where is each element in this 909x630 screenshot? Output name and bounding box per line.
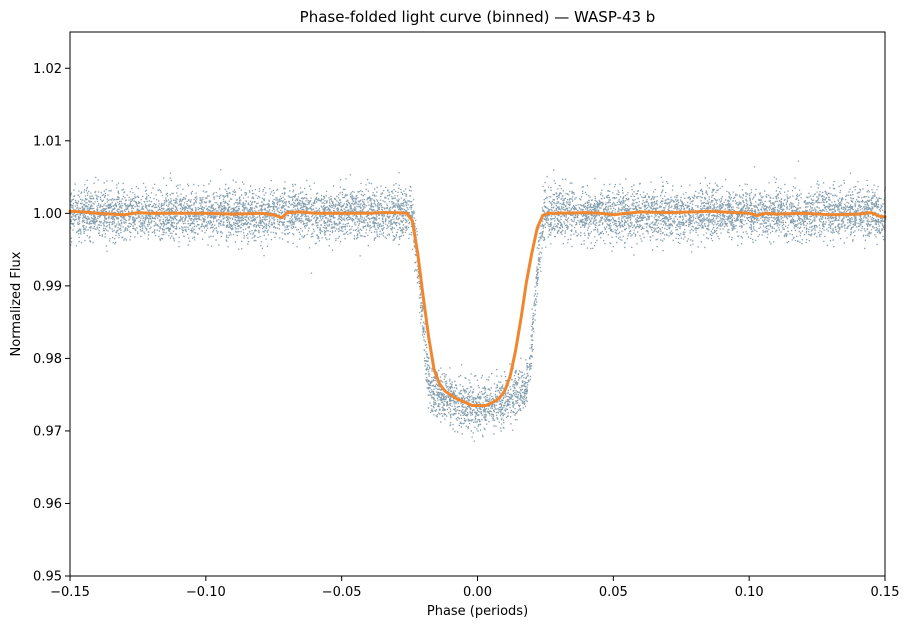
scatter-points bbox=[70, 160, 887, 442]
x-tick-label: −0.15 bbox=[50, 585, 90, 600]
y-tick-label: 0.96 bbox=[33, 497, 62, 512]
y-tick-label: 0.99 bbox=[33, 279, 62, 294]
y-axis-label: Normalized Flux bbox=[9, 251, 24, 356]
x-axis-label: Phase (periods) bbox=[427, 604, 528, 619]
x-tick-label: 0.15 bbox=[871, 585, 900, 600]
y-tick-label: 0.98 bbox=[33, 352, 62, 367]
y-tick-label: 1.01 bbox=[33, 134, 62, 149]
x-tick-label: −0.05 bbox=[322, 585, 362, 600]
y-tick-label: 1.02 bbox=[33, 62, 62, 77]
x-tick-label: 0.10 bbox=[735, 585, 764, 600]
scatter-point-cloud bbox=[70, 160, 887, 442]
x-tick-label: −0.10 bbox=[186, 585, 226, 600]
x-axis-ticks: −0.15 −0.10 −0.05 0.00 0.05 0.10 0.15 bbox=[50, 576, 899, 600]
x-tick-label: 0.00 bbox=[463, 585, 492, 600]
y-tick-label: 1.00 bbox=[33, 207, 62, 222]
plot-area bbox=[68, 160, 887, 442]
y-axis-ticks: 0.95 0.96 0.97 0.98 0.99 1.00 1.01 1.02 bbox=[33, 62, 70, 585]
y-tick-label: 0.97 bbox=[33, 424, 62, 439]
binned-series-line bbox=[68, 209, 887, 407]
chart-title: Phase-folded light curve (binned) — WASP… bbox=[300, 8, 656, 26]
x-tick-label: 0.05 bbox=[599, 585, 628, 600]
y-tick-label: 0.95 bbox=[33, 570, 62, 585]
